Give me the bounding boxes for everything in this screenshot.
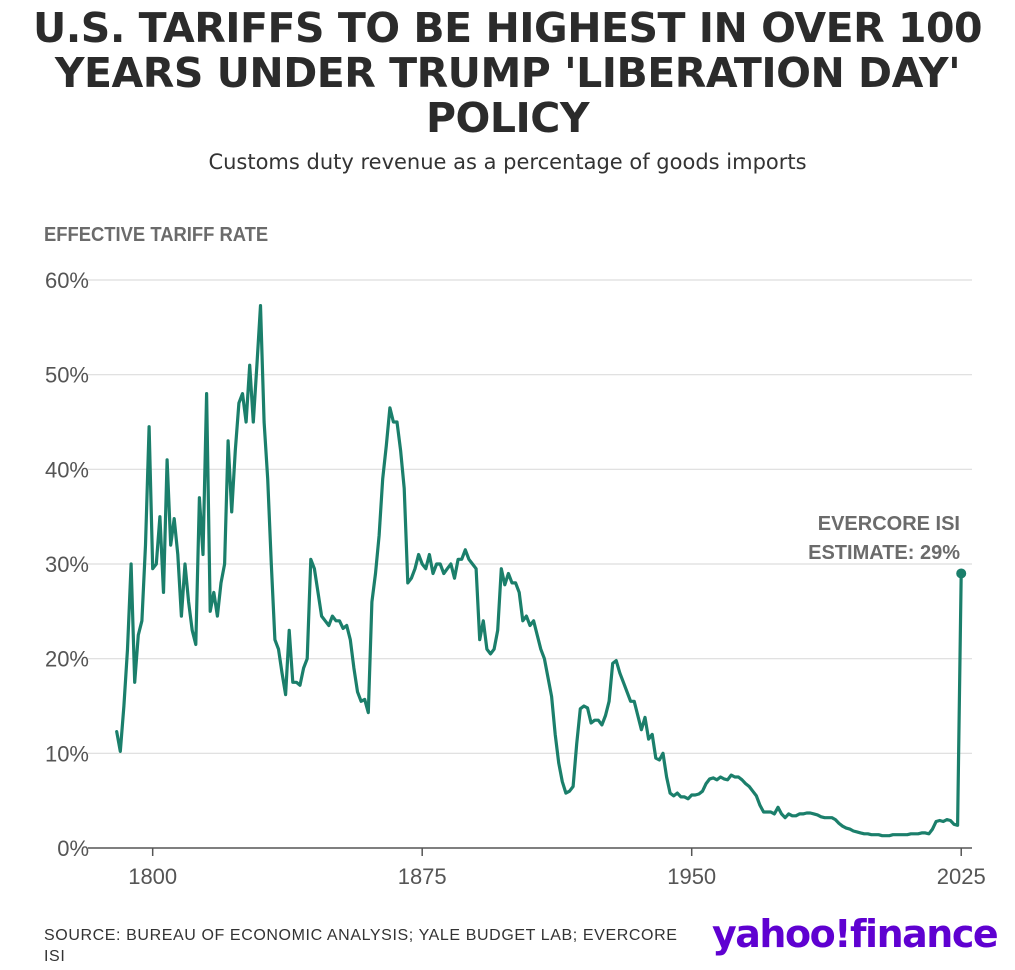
- y-tick-label: 20%: [45, 647, 89, 672]
- x-tick-label: 2025: [937, 864, 986, 889]
- annotation-label: EVERCORE ISI: [818, 513, 960, 535]
- source-note: SOURCE: BUREAU OF ECONOMIC ANALYSIS; YAL…: [44, 927, 678, 965]
- y-tick-label: 40%: [45, 457, 89, 482]
- estimate-point: [956, 568, 967, 579]
- y-tick-labels: 0% 10% 20% 30% 40% 50% 60%: [45, 268, 89, 861]
- y-tick-label: 50%: [45, 363, 89, 388]
- chart-title: U.S. TARIFFS TO BE HIGHEST IN OVER 100 Y…: [32, 4, 983, 142]
- chart-subtitle: Customs duty revenue as a percentage of …: [208, 150, 807, 174]
- logo-finance: finance: [850, 912, 999, 956]
- y-axis-label: EFFECTIVE TARIFF RATE: [44, 224, 269, 246]
- series-line: [115, 304, 963, 838]
- yahoo-finance-logo: yahoo!finance: [712, 912, 999, 956]
- y-tick-label: 10%: [45, 741, 89, 766]
- x-tick-label: 1950: [667, 864, 716, 889]
- y-tick-label: 0%: [57, 836, 89, 861]
- y-tick-label: 30%: [45, 552, 89, 577]
- x-tick-labels: 1800 1875 1950 2025: [128, 848, 986, 889]
- y-tick-label: 60%: [45, 268, 89, 293]
- logo-yahoo: yahoo!: [712, 912, 852, 956]
- x-tick-label: 1875: [398, 864, 447, 889]
- annotation-group: EVERCORE ISI ESTIMATE: 29%: [808, 513, 967, 579]
- series-group: [115, 304, 963, 838]
- x-tick-label: 1800: [128, 864, 177, 889]
- annotation-label: ESTIMATE: 29%: [808, 542, 960, 564]
- grid-lines: [88, 279, 972, 849]
